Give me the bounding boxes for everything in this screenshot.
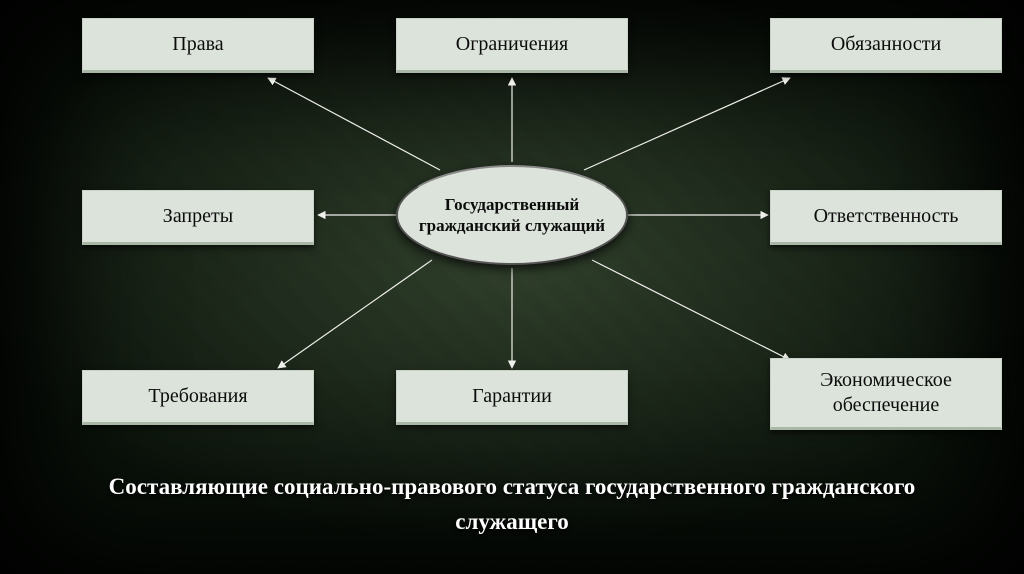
box-label: Ответственность	[814, 204, 959, 229]
caption-line-1: Составляющие социально-правового статуса…	[109, 474, 916, 499]
box-limits: Ограничения	[396, 18, 628, 73]
box-label: Запреты	[163, 204, 233, 229]
slide-caption: Составляющие социально-правового статуса…	[0, 470, 1024, 539]
box-responsibility: Ответственность	[770, 190, 1002, 245]
box-economic: Экономическое обеспечение	[770, 358, 1002, 430]
box-guarantees: Гарантии	[396, 370, 628, 425]
center-node-label: Государственный гражданский служащий	[408, 194, 616, 237]
box-label: Права	[172, 32, 223, 57]
box-label: Экономическое обеспечение	[771, 368, 1001, 418]
box-label: Требования	[148, 384, 247, 409]
box-label: Обязанности	[831, 32, 941, 57]
box-duties: Обязанности	[770, 18, 1002, 73]
box-rights: Права	[82, 18, 314, 73]
center-node: Государственный гражданский служащий	[396, 165, 628, 265]
box-label: Ограничения	[456, 32, 568, 57]
box-requirements: Требования	[82, 370, 314, 425]
box-label: Гарантии	[472, 384, 552, 409]
caption-line-2: служащего	[455, 509, 568, 534]
box-bans: Запреты	[82, 190, 314, 245]
